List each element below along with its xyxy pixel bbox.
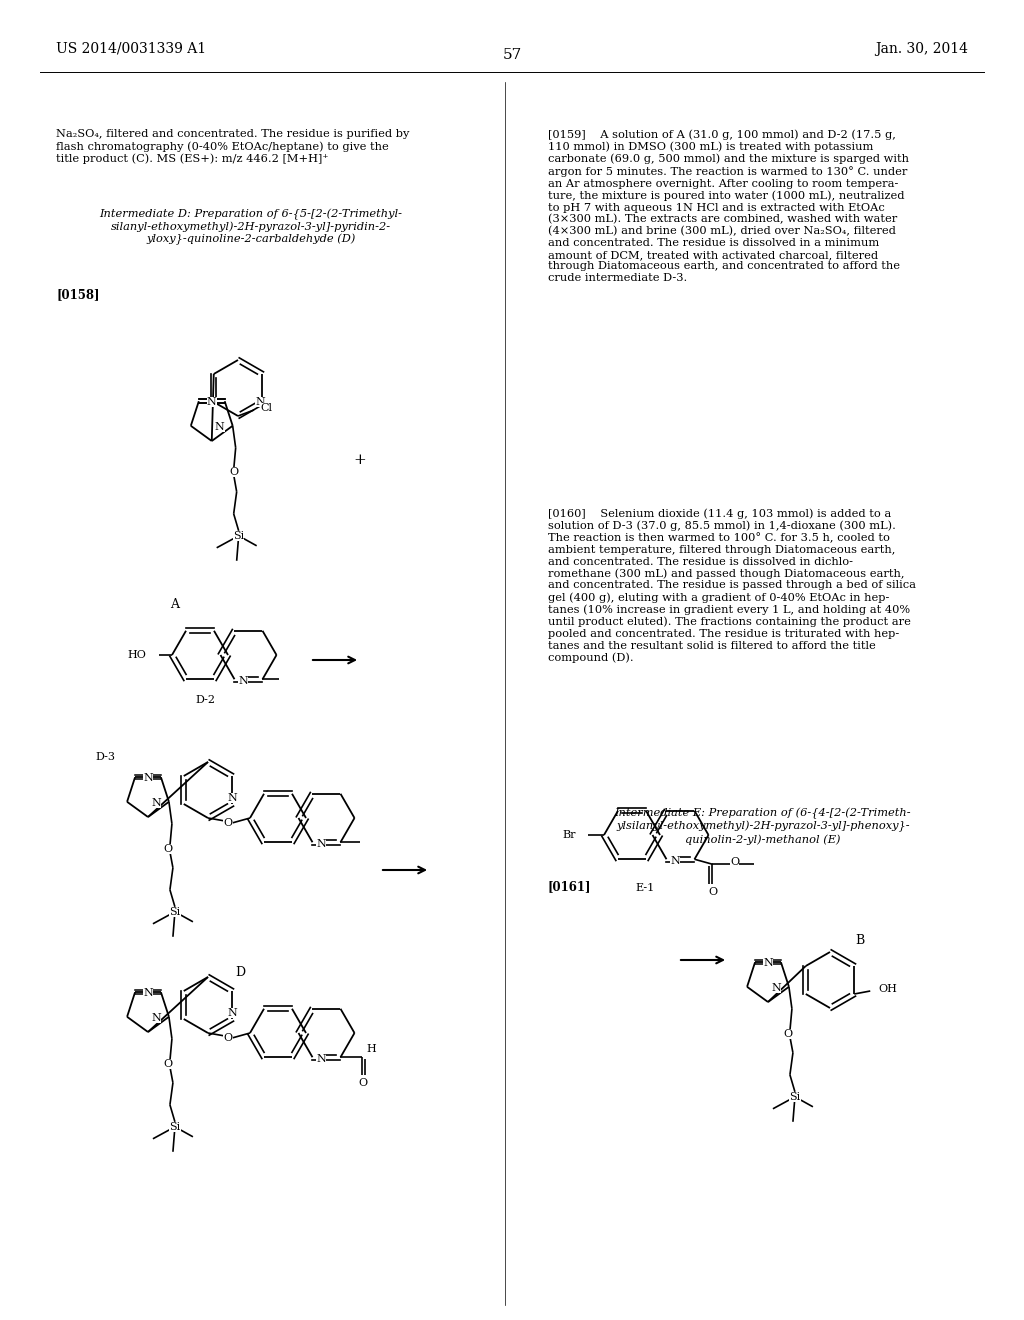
Text: N: N [316,1055,327,1064]
Text: N: N [143,774,153,783]
Text: Intermediate D: Preparation of 6-{5-[2-(2-Trimethyl-
silanyl-ethoxymethyl)-2H-py: Intermediate D: Preparation of 6-{5-[2-(… [99,209,402,246]
Text: Si: Si [233,531,245,541]
Text: O: O [730,857,739,867]
Text: N: N [763,958,773,968]
Text: O: O [783,1028,793,1039]
Text: [0158]: [0158] [56,288,99,301]
Text: Na₂SO₄, filtered and concentrated. The residue is purified by
flash chromatograp: Na₂SO₄, filtered and concentrated. The r… [56,129,410,164]
Text: N: N [152,797,161,808]
Text: [0159]    A solution of A (31.0 g, 100 mmol) and D-2 (17.5 g,
110 mmol) in DMSO : [0159] A solution of A (31.0 g, 100 mmol… [548,129,909,282]
Text: D-3: D-3 [95,752,115,762]
Text: N: N [227,793,238,803]
Text: O: O [358,1078,367,1088]
Text: [0161]: [0161] [548,880,591,894]
Text: US 2014/0031339 A1: US 2014/0031339 A1 [56,42,206,55]
Text: OH: OH [879,983,897,994]
Text: O: O [708,887,717,898]
Text: D-2: D-2 [195,696,215,705]
Text: +: + [353,453,367,467]
Text: 57: 57 [503,48,521,62]
Text: O: O [164,843,172,854]
Text: E-1: E-1 [635,883,654,894]
Text: HO: HO [127,649,146,660]
Text: N: N [227,1008,238,1018]
Text: A: A [171,598,179,611]
Text: N: N [316,840,327,849]
Text: Si: Si [790,1092,801,1102]
Text: Intermediate E: Preparation of (6-{4-[2-(2-Trimeth-
ylsilanyl-ethoxymethyl)-2H-p: Intermediate E: Preparation of (6-{4-[2-… [614,808,911,845]
Text: D: D [234,965,245,978]
Text: Jan. 30, 2014: Jan. 30, 2014 [874,42,968,55]
Text: N: N [239,676,248,686]
Text: O: O [229,467,239,477]
Text: N: N [215,422,224,432]
Text: Si: Si [169,1122,180,1131]
Text: N: N [207,397,217,407]
Text: N: N [671,857,680,866]
Text: [0160]    Selenium dioxide (11.4 g, 103 mmol) is added to a
solution of D-3 (37.: [0160] Selenium dioxide (11.4 g, 103 mmo… [548,508,915,663]
Text: O: O [223,1034,232,1043]
Text: H: H [367,1044,377,1055]
Text: Br: Br [562,830,575,840]
Text: O: O [223,818,232,828]
Text: N: N [771,983,781,993]
Text: Cl: Cl [260,403,272,413]
Text: Si: Si [169,907,180,917]
Text: N: N [255,397,265,407]
Text: O: O [164,1059,172,1069]
Text: B: B [855,933,864,946]
Text: N: N [143,989,153,998]
Text: N: N [152,1012,161,1023]
